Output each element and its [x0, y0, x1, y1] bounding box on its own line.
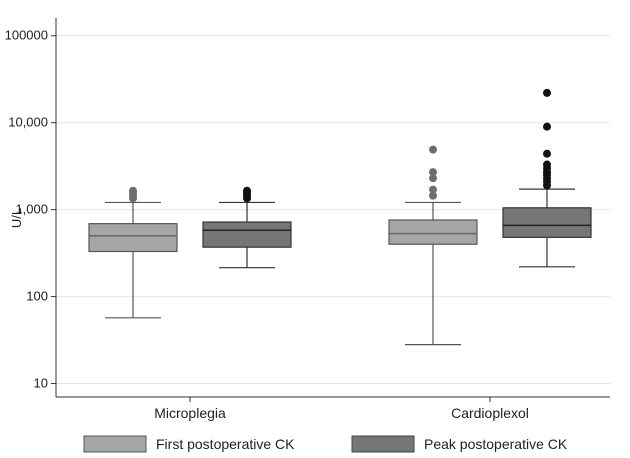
legend-label-peak: Peak postoperative CK — [424, 436, 568, 452]
y-tick-label: 10,000 — [8, 115, 48, 130]
outlier-point — [429, 174, 437, 183]
boxes — [88, 88, 592, 346]
iqr-box — [202, 221, 292, 248]
box-cardioplexol-peak — [502, 88, 592, 268]
outlier-point — [543, 160, 551, 169]
y-tick-label: 10 — [34, 376, 48, 391]
y-tick-label: 1,000 — [15, 202, 48, 217]
y-axis-title: U/L — [9, 208, 24, 228]
outlier-point — [543, 122, 551, 131]
x-category-label: Microplegia — [154, 405, 226, 421]
legend-swatch-peak — [351, 435, 415, 453]
iqr-box — [88, 223, 178, 253]
outlier-point — [543, 149, 551, 158]
iqr-box — [388, 219, 478, 245]
outlier-point — [429, 168, 437, 177]
outlier-point — [543, 88, 551, 97]
y-ticks: 10 100 1,000 10,000 100000 — [5, 28, 56, 391]
outlier-point — [429, 191, 437, 200]
box-microplegia-peak — [202, 186, 292, 269]
box-microplegia-first — [88, 186, 178, 319]
x-category-labels: Microplegia Cardioplexol — [154, 397, 529, 421]
legend-label-first: First postoperative CK — [156, 436, 295, 452]
y-axis — [55, 18, 610, 398]
outlier-point — [429, 145, 437, 154]
x-category-label: Cardioplexol — [451, 405, 529, 421]
y-tick-label: 100000 — [5, 28, 48, 43]
legend-swatch-first — [83, 435, 147, 453]
outlier-point — [243, 186, 251, 195]
box-cardioplexol-first — [388, 145, 478, 346]
outlier-point — [129, 186, 137, 195]
legend: First postoperative CK Peak postoperativ… — [83, 435, 568, 453]
iqr-box — [502, 207, 592, 238]
grid-lines — [56, 35, 610, 385]
outlier-point — [429, 185, 437, 194]
y-tick-label: 100 — [26, 289, 48, 304]
